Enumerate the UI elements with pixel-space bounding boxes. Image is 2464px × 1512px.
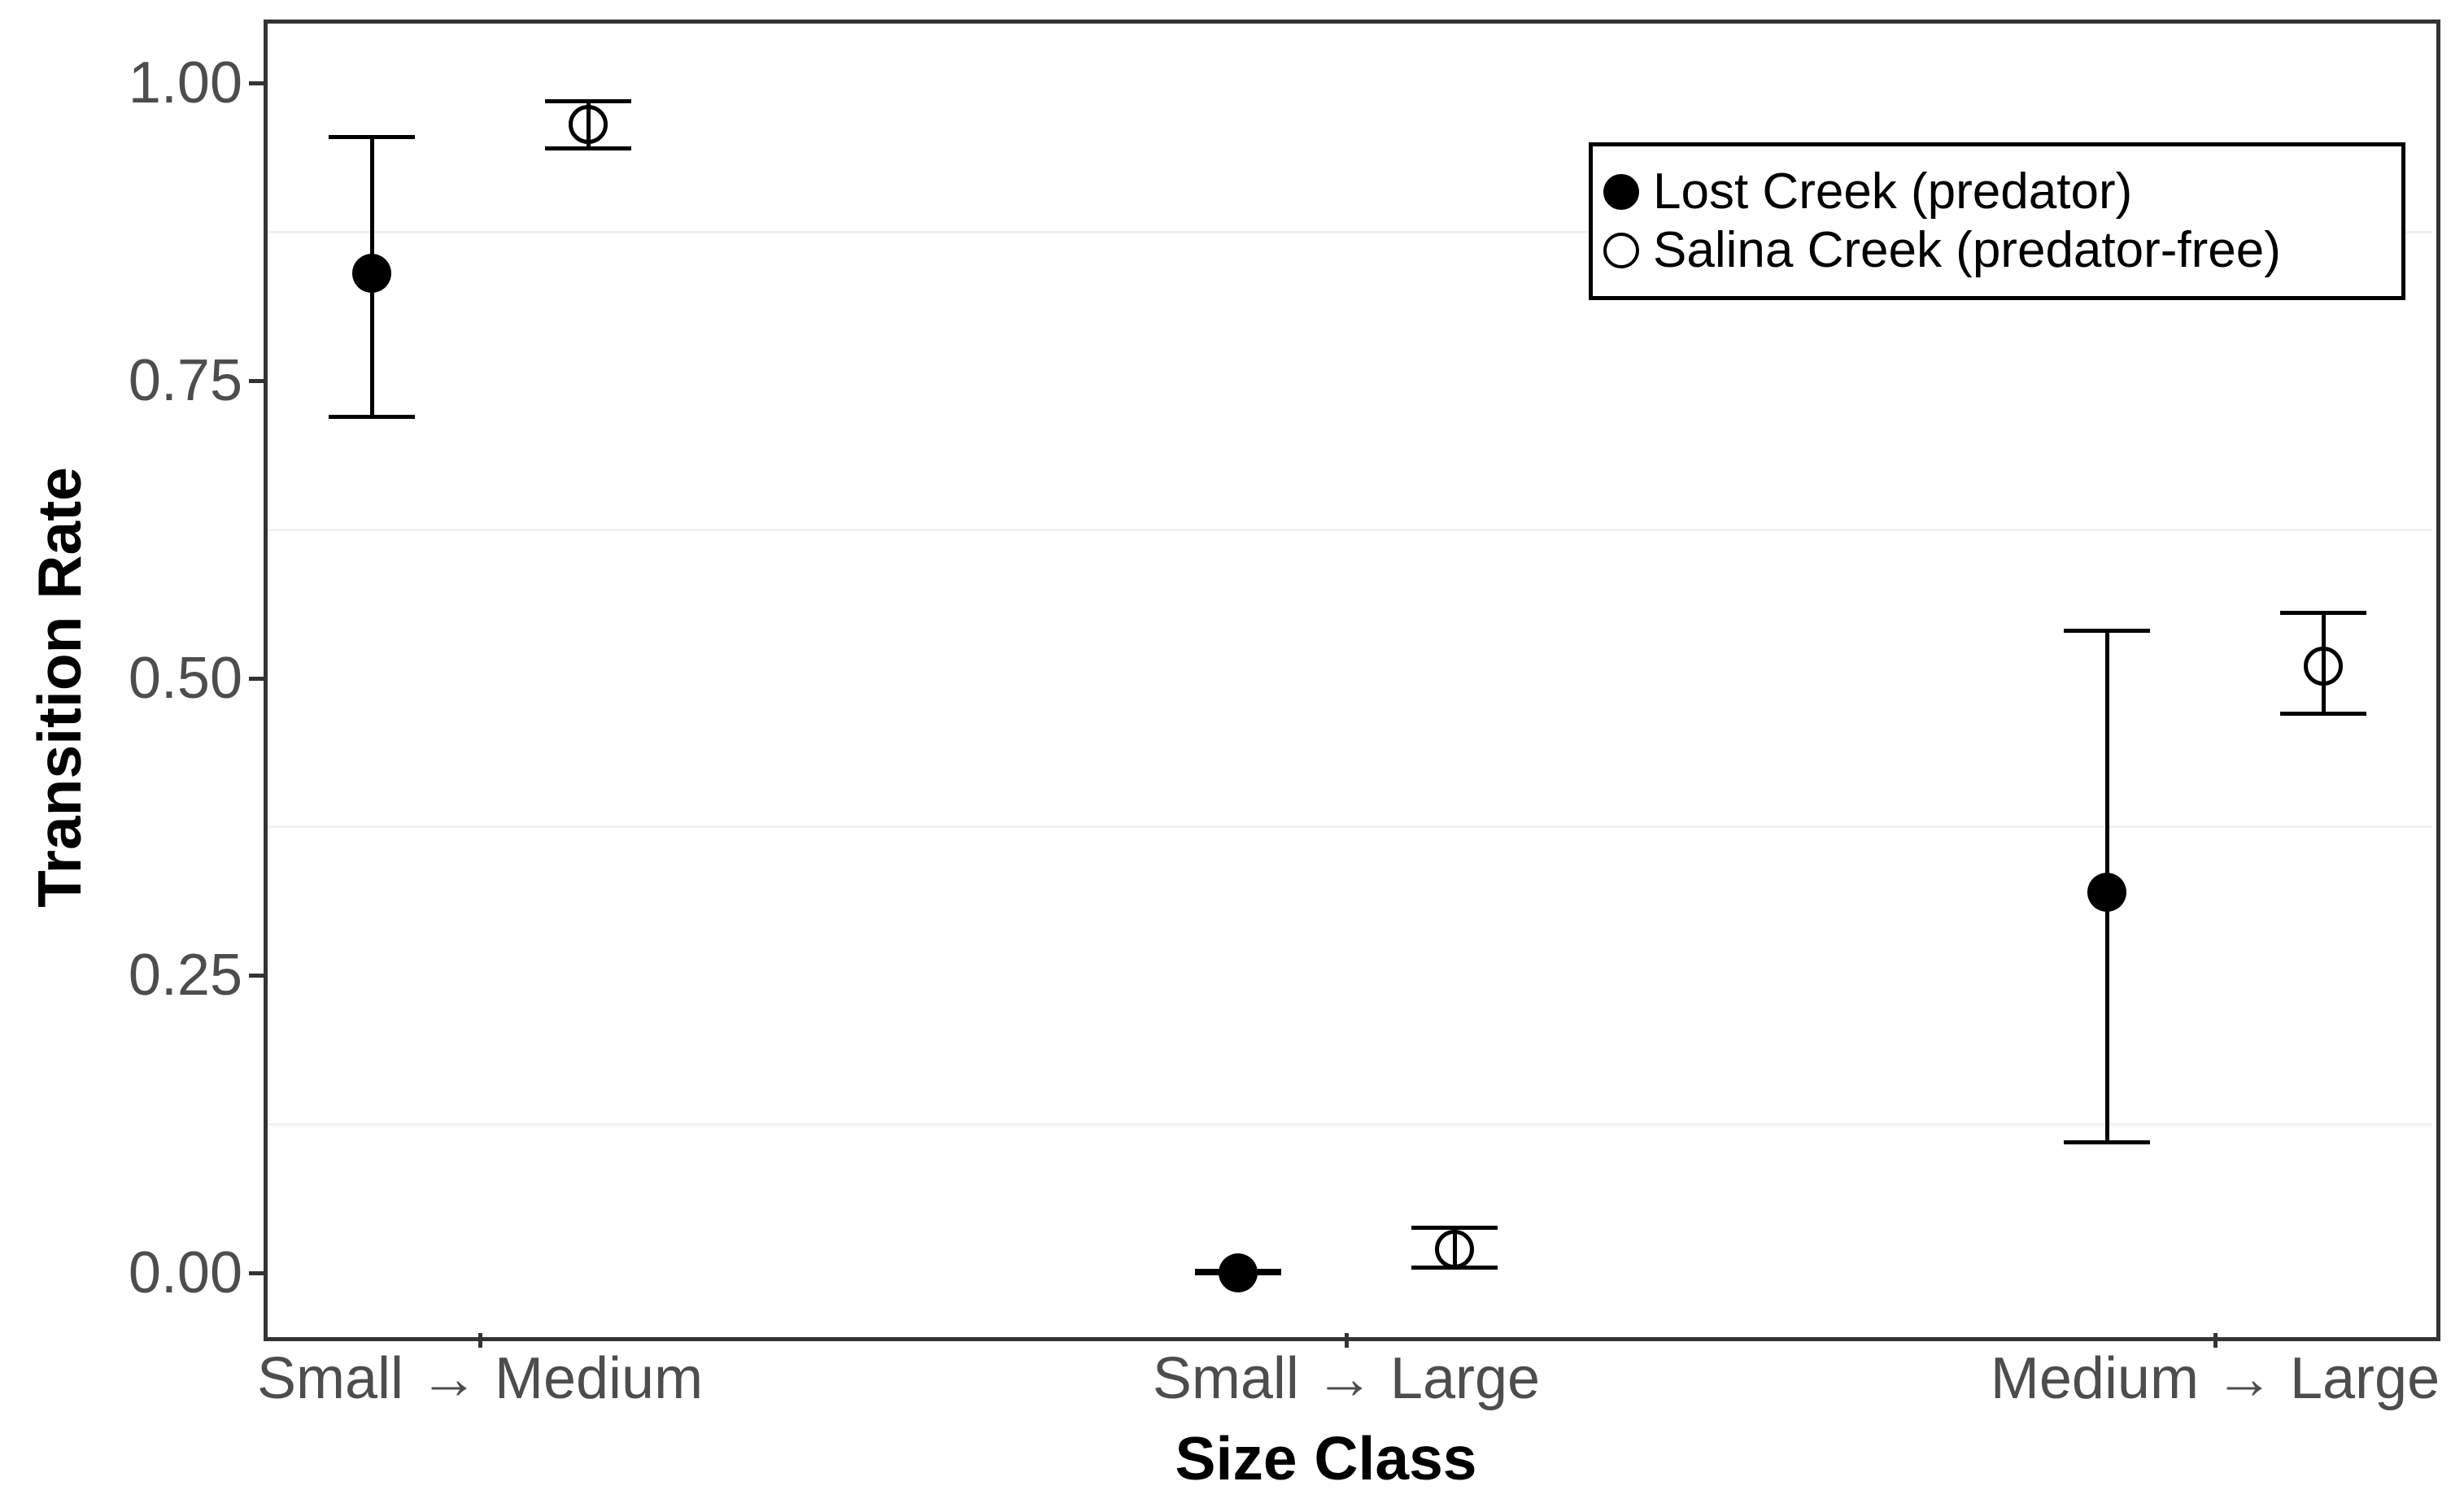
- x-tick-label: Small → Medium: [256, 1346, 704, 1411]
- y-tick-label: 0.00: [128, 1240, 242, 1305]
- error-bar-cap-lower: [2064, 1140, 2150, 1144]
- minor-gridline: [264, 1123, 2432, 1126]
- y-tick-label: 0.75: [128, 348, 242, 413]
- minor-gridline: [264, 231, 2432, 233]
- x-axis-title: Size Class: [1175, 1424, 1477, 1492]
- open-circle-icon: [1603, 233, 1640, 268]
- error-bar-cap-upper: [1411, 1226, 1498, 1230]
- data-point-filled: [1219, 1253, 1258, 1292]
- x-tick-label: Medium → Large: [1990, 1346, 2440, 1411]
- y-tick-label: 1.00: [128, 50, 242, 115]
- y-tick: [249, 1271, 264, 1275]
- filled-circle-icon: [1603, 174, 1640, 210]
- error-bar-cap-lower: [2280, 712, 2366, 716]
- y-tick-label: 0.25: [128, 943, 242, 1008]
- data-point-open: [1435, 1230, 1474, 1269]
- y-tick: [249, 379, 264, 383]
- error-bar-cap-upper: [545, 99, 631, 103]
- data-point-open: [569, 105, 608, 144]
- x-tick: [478, 1333, 482, 1348]
- error-bar-cap-lower: [545, 146, 631, 150]
- data-point-filled: [352, 254, 391, 293]
- data-point-open: [2304, 647, 2343, 686]
- data-point-filled: [2087, 873, 2126, 912]
- x-tick-label: Small → Large: [1152, 1346, 1541, 1411]
- x-tick: [1345, 1333, 1349, 1348]
- y-tick: [249, 677, 264, 681]
- error-bar-cap-upper: [2064, 629, 2150, 633]
- error-bar-cap-lower: [329, 415, 415, 419]
- error-bar-cap-upper: [329, 135, 415, 139]
- legend-label-salina-creek: Salina Creek (predator-free): [1653, 222, 2281, 278]
- minor-gridline: [264, 826, 2432, 828]
- x-tick: [2213, 1333, 2218, 1348]
- legend: Lost Creek (predator) Salina Creek (pred…: [1589, 142, 2405, 300]
- y-axis-title: Transition Rate: [25, 467, 94, 908]
- error-bar-cap-upper: [2280, 611, 2366, 615]
- y-tick: [249, 974, 264, 978]
- minor-gridline: [264, 529, 2432, 531]
- legend-label-lost-creek: Lost Creek (predator): [1653, 163, 2133, 220]
- legend-row-salina-creek: Salina Creek (predator-free): [1603, 221, 2401, 280]
- legend-row-lost-creek: Lost Creek (predator): [1603, 163, 2401, 221]
- y-tick-label: 0.50: [128, 646, 242, 711]
- y-tick: [249, 81, 264, 85]
